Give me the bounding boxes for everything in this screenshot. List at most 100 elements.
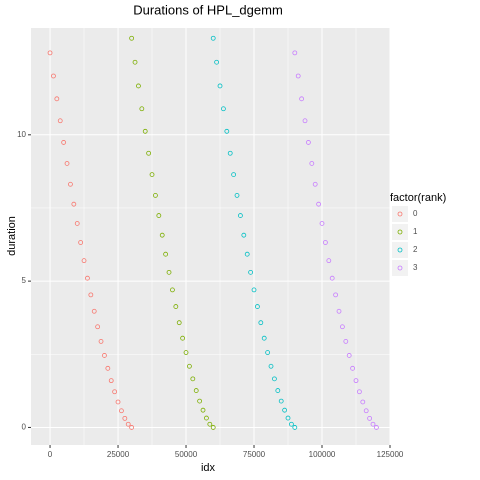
point xyxy=(112,389,118,395)
x-tick-label: 0 xyxy=(48,450,53,459)
point xyxy=(306,140,311,145)
point xyxy=(258,320,264,326)
y-tick-label: 5 xyxy=(22,276,27,285)
point xyxy=(340,324,345,330)
x-tick-label: 75000 xyxy=(243,450,266,459)
point xyxy=(292,50,298,56)
point xyxy=(149,172,155,178)
legend-label: 3 xyxy=(413,263,418,272)
point xyxy=(47,50,53,56)
point xyxy=(323,240,328,245)
point xyxy=(227,150,233,156)
point xyxy=(329,275,335,281)
point xyxy=(224,128,230,134)
point xyxy=(108,378,114,384)
point xyxy=(244,251,250,257)
point xyxy=(122,415,128,421)
point xyxy=(278,398,284,404)
point xyxy=(98,339,104,344)
point xyxy=(129,35,135,41)
point xyxy=(81,258,87,264)
point xyxy=(319,221,325,226)
x-axis-label: idx xyxy=(201,462,216,474)
point xyxy=(54,96,60,102)
point xyxy=(326,258,332,264)
point xyxy=(207,421,213,427)
legend-key xyxy=(392,260,408,276)
legend-label: 2 xyxy=(413,245,418,254)
point xyxy=(261,335,267,341)
legend-symbol xyxy=(397,211,403,217)
point xyxy=(88,292,94,298)
point xyxy=(275,388,281,393)
point xyxy=(251,287,257,293)
point xyxy=(316,201,322,207)
point xyxy=(214,59,220,65)
point xyxy=(238,213,243,218)
point xyxy=(299,96,305,102)
point xyxy=(234,192,240,198)
point xyxy=(336,308,342,314)
point xyxy=(217,83,223,89)
point xyxy=(370,421,376,427)
chart-title: Durations of HPL_dgemm xyxy=(133,2,283,17)
point xyxy=(350,365,356,371)
point xyxy=(285,415,291,421)
point xyxy=(200,407,206,413)
point xyxy=(85,275,90,281)
point xyxy=(343,339,349,344)
y-axis-label: duration xyxy=(6,216,18,256)
point xyxy=(153,192,158,198)
point xyxy=(176,320,182,326)
legend-label: 0 xyxy=(413,209,418,218)
point xyxy=(282,407,288,413)
point xyxy=(360,399,366,405)
legend-title: factor(rank) xyxy=(390,192,446,204)
point xyxy=(132,59,138,65)
point xyxy=(210,425,216,430)
plot-area xyxy=(31,28,390,445)
point xyxy=(146,150,152,156)
point xyxy=(292,425,298,430)
point xyxy=(119,408,124,414)
x-tick-label: 50000 xyxy=(175,450,198,459)
point xyxy=(210,35,216,41)
plot-panel xyxy=(31,28,390,445)
point xyxy=(68,181,73,187)
point xyxy=(125,421,131,427)
point xyxy=(64,161,70,166)
point xyxy=(61,140,67,145)
point xyxy=(309,161,315,166)
point xyxy=(139,106,145,112)
point xyxy=(289,421,294,427)
point xyxy=(374,425,379,430)
point xyxy=(367,415,373,421)
point xyxy=(142,128,148,134)
legend-key xyxy=(392,206,408,222)
point xyxy=(173,304,179,309)
point xyxy=(170,287,175,293)
point xyxy=(197,398,203,404)
point xyxy=(105,365,111,371)
x-tick-label: 100000 xyxy=(309,450,336,459)
point xyxy=(231,172,237,178)
point xyxy=(190,376,196,382)
y-tick-label: 0 xyxy=(22,423,27,432)
point xyxy=(272,376,277,382)
point xyxy=(295,73,301,79)
x-tick-label: 125000 xyxy=(377,450,404,459)
point xyxy=(333,292,339,298)
legend-symbol xyxy=(397,247,403,253)
point xyxy=(95,324,101,330)
point xyxy=(268,363,274,369)
point xyxy=(187,363,192,369)
point xyxy=(91,308,97,314)
point xyxy=(353,378,359,384)
legend-symbol xyxy=(397,265,403,271)
legend-label: 1 xyxy=(413,227,418,236)
point xyxy=(241,232,247,238)
point xyxy=(312,181,318,187)
point xyxy=(265,350,271,355)
point xyxy=(180,335,186,341)
